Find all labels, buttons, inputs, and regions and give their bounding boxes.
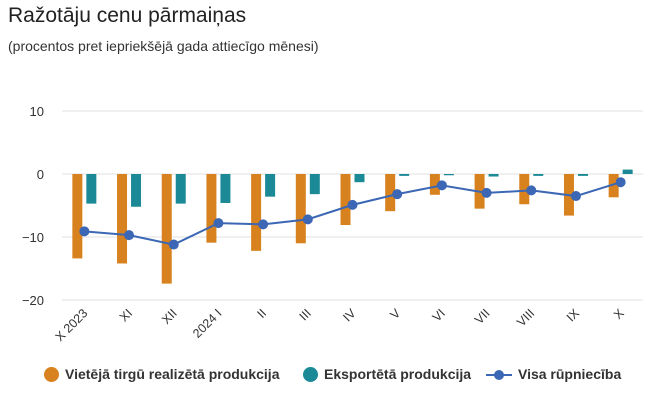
- y-tick-label: −20: [22, 293, 44, 308]
- bar-domestic: [206, 174, 217, 243]
- bar-export: [309, 174, 320, 195]
- x-tick-label: IV: [340, 306, 359, 325]
- legend-label-total: Visa rūpniecība: [518, 366, 622, 382]
- legend-label-domestic: Vietējā tirgū realizētā produkcija: [65, 366, 280, 382]
- bar-domestic: [608, 174, 619, 198]
- legend-item-export[interactable]: Eksportētā produkcija: [303, 366, 471, 382]
- x-tick-label: X: [611, 306, 627, 322]
- point-total: [258, 219, 269, 230]
- bar-export: [131, 174, 142, 207]
- bar-domestic: [117, 174, 128, 264]
- y-tick-label: 10: [30, 104, 44, 119]
- x-tick-label: III: [297, 306, 314, 323]
- bar-domestic: [429, 174, 440, 195]
- legend-item-domestic[interactable]: Vietējā tirgū realizētā produkcija: [44, 366, 279, 382]
- point-total: [526, 185, 537, 196]
- bar-domestic: [295, 174, 306, 244]
- legend-item-total[interactable]: Visa rūpniecība: [486, 366, 621, 382]
- point-total: [481, 187, 492, 198]
- bar-domestic: [251, 174, 262, 251]
- bar-domestic: [519, 174, 530, 205]
- x-tick-label: XII: [159, 306, 180, 327]
- chart-legend: Vietējā tirgū realizētā produkcija Ekspo…: [0, 366, 659, 392]
- bar-domestic: [340, 174, 351, 226]
- point-total: [302, 214, 313, 225]
- point-total: [79, 226, 90, 237]
- x-tick-label: IX: [564, 306, 583, 325]
- bar-domestic: [161, 174, 172, 284]
- point-total: [213, 218, 224, 229]
- chart-subtitle: (procentos pret iepriekšējā gada attiecī…: [8, 38, 319, 54]
- bar-export: [86, 174, 97, 204]
- point-total: [347, 199, 358, 210]
- point-total: [615, 177, 626, 188]
- x-tick-label: 2024 I: [190, 306, 224, 340]
- legend-label-export: Eksportētā produkcija: [324, 366, 472, 382]
- x-tick-label: II: [254, 306, 269, 321]
- bar-export: [399, 174, 410, 176]
- x-tick-label: V: [388, 306, 404, 322]
- chart-title: Ražotāju cenu pārmaiņas: [8, 4, 247, 27]
- point-total: [436, 180, 447, 191]
- point-total: [124, 230, 135, 241]
- bar-export: [533, 174, 544, 176]
- y-tick-label: 0: [37, 167, 44, 182]
- point-total: [168, 239, 179, 250]
- bar-export: [488, 174, 499, 177]
- legend-symbol-domestic: [44, 366, 59, 382]
- bar-export: [577, 174, 588, 176]
- bar-domestic: [72, 174, 83, 259]
- legend-symbol-export: [303, 366, 318, 382]
- bar-domestic: [385, 174, 396, 212]
- bar-export: [175, 174, 186, 204]
- x-tick-label: X 2023: [53, 306, 91, 344]
- bar-export: [622, 169, 633, 174]
- point-total: [392, 189, 403, 200]
- bar-export: [443, 174, 454, 176]
- x-tick-label: VII: [472, 306, 493, 327]
- y-tick-label: −10: [22, 230, 44, 245]
- x-tick-label: VI: [430, 306, 448, 324]
- bar-export: [354, 174, 365, 183]
- x-tick-label: VIII: [514, 306, 537, 329]
- point-total: [570, 191, 581, 202]
- bar-export: [220, 174, 231, 203]
- legend-symbol-total: [486, 367, 512, 382]
- bar-export: [265, 174, 276, 197]
- x-tick-label: XI: [117, 306, 135, 324]
